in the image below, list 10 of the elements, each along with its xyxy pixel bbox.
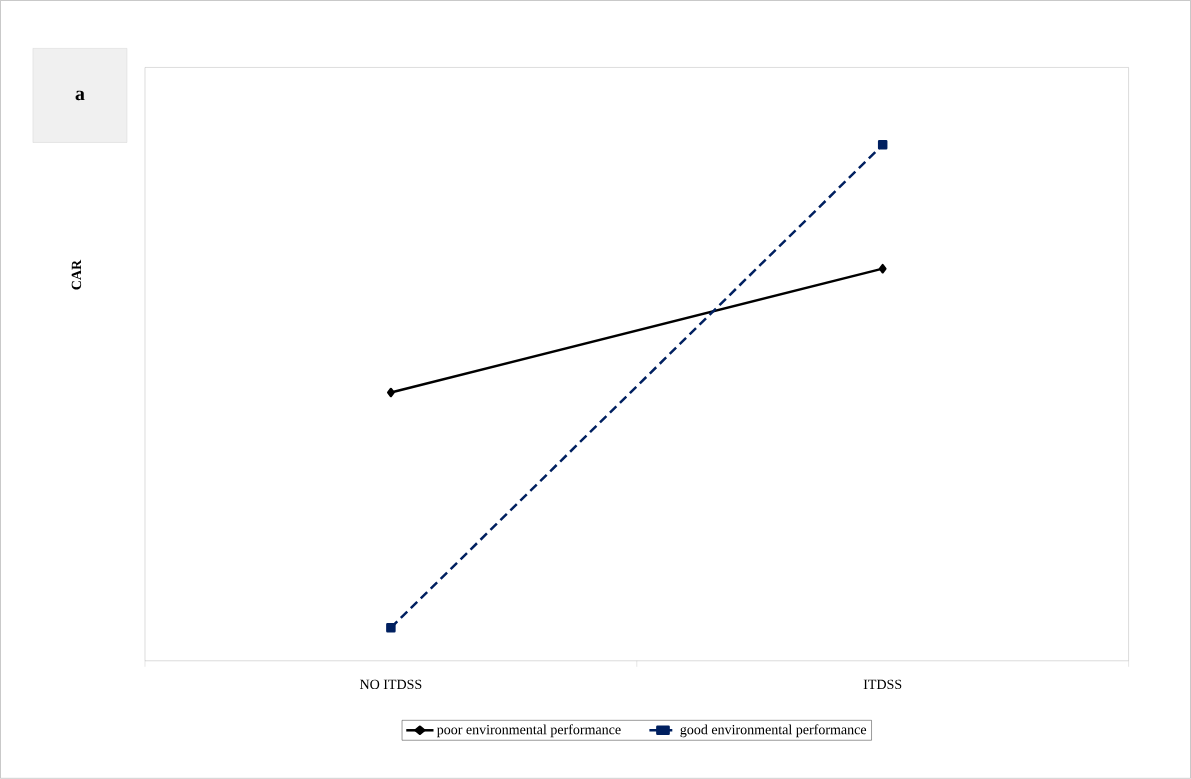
point bbox=[877, 140, 888, 150]
x-tick-label: NO ITDSS bbox=[359, 679, 422, 690]
y-axis-title: CAR bbox=[71, 259, 82, 290]
point bbox=[386, 623, 396, 633]
legend-label: good environmental performance bbox=[680, 724, 867, 738]
point bbox=[878, 264, 887, 274]
x-tick-label: ITDSS bbox=[863, 679, 902, 690]
point bbox=[387, 387, 395, 398]
text: a bbox=[75, 90, 85, 101]
legend-label: poor environmental performance bbox=[436, 724, 621, 738]
